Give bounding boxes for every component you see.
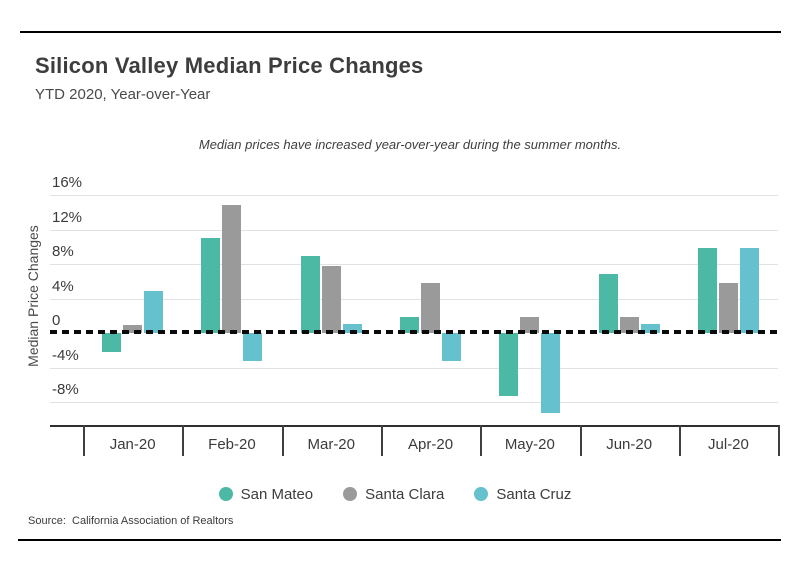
x-axis-separator — [182, 425, 185, 456]
bar-santa-clara-May-20 — [520, 316, 540, 333]
x-axis-separator — [281, 425, 284, 456]
x-axis-line — [50, 425, 778, 427]
legend-dot-icon — [343, 487, 358, 501]
chart-annotation: Median prices have increased year-over-y… — [198, 137, 622, 152]
bar-san-mateo-May-20 — [499, 333, 519, 396]
legend-label: Santa Cruz — [496, 485, 572, 503]
bar-santa-cruz-Mar-20 — [342, 324, 362, 333]
bar-santa-clara-Mar-20 — [321, 265, 341, 333]
x-tick-label: Mar-20 — [307, 436, 355, 453]
gridline-12% — [50, 229, 778, 231]
chart-subtitle: YTD 2020, Year-over-Year — [35, 86, 211, 103]
bar-santa-cruz-Jun-20 — [640, 324, 660, 333]
bottom-divider — [18, 539, 781, 541]
gridline-8% — [50, 264, 778, 265]
zero-baseline-dashed — [50, 330, 781, 334]
bar-santa-cruz-Jan-20 — [144, 290, 164, 333]
bar-santa-cruz-Jul-20 — [739, 247, 759, 333]
y-tick-label: -4% — [52, 346, 79, 364]
bar-santa-clara-Feb-20 — [222, 205, 242, 333]
chart-legend: San Mateo Santa Clara Santa Cruz — [0, 484, 790, 504]
y-tick-label: 8% — [52, 243, 74, 260]
top-divider — [20, 31, 781, 33]
gridline-16% — [50, 195, 778, 196]
x-axis-separator — [83, 425, 85, 456]
gridline-4% — [50, 298, 778, 300]
x-axis-separator — [480, 425, 483, 456]
y-tick-label: 0 — [52, 312, 61, 329]
bar-san-mateo-Apr-20 — [400, 316, 420, 333]
bar-san-mateo-Jan-20 — [102, 333, 122, 352]
bar-santa-clara-Jul-20 — [718, 283, 738, 333]
x-tick-label: Jan-20 — [109, 436, 156, 453]
x-axis-separator — [380, 425, 383, 456]
bar-san-mateo-Jun-20 — [598, 274, 618, 333]
gridline--8% — [50, 402, 778, 403]
x-tick-label: Jun-20 — [606, 436, 653, 453]
bar-santa-clara-Apr-20 — [421, 283, 441, 333]
y-axis-title: Median Price Changes — [25, 225, 41, 367]
gridline--4% — [50, 367, 778, 369]
bar-santa-cruz-Feb-20 — [243, 333, 263, 361]
x-tick-label: Feb-20 — [208, 436, 256, 453]
source-attribution: Source: California Association of Realto… — [28, 515, 234, 527]
x-tick-label: May-20 — [504, 436, 555, 453]
y-tick-label: 16% — [52, 174, 83, 191]
legend-item-san-mateo: San Mateo — [218, 485, 314, 503]
x-axis-separator — [778, 425, 781, 456]
bar-santa-cruz-Apr-20 — [442, 333, 462, 361]
legend-dot-icon — [218, 487, 233, 501]
y-tick-label: -8% — [52, 381, 79, 398]
x-tick-label: Apr-20 — [408, 436, 454, 453]
legend-item-santa-clara: Santa Clara — [343, 486, 444, 503]
x-axis-separator — [678, 425, 681, 456]
bar-santa-clara-Jun-20 — [619, 316, 639, 333]
x-axis-separator — [579, 425, 582, 456]
legend-label: Santa Clara — [365, 485, 445, 503]
bar-san-mateo-Feb-20 — [201, 238, 221, 333]
y-tick-label: 4% — [52, 277, 74, 295]
bar-san-mateo-Jul-20 — [697, 247, 717, 333]
legend-dot-icon — [474, 487, 489, 501]
x-tick-label: Jul-20 — [708, 436, 749, 453]
legend-label: San Mateo — [240, 485, 314, 503]
chart-title: Silicon Valley Median Price Changes — [35, 53, 424, 78]
bar-santa-cruz-May-20 — [541, 333, 561, 414]
bar-san-mateo-Mar-20 — [300, 256, 320, 333]
y-tick-label: 12% — [52, 208, 83, 226]
bar-santa-clara-Jan-20 — [123, 325, 143, 333]
legend-item-santa-cruz: Santa Cruz — [474, 486, 571, 503]
